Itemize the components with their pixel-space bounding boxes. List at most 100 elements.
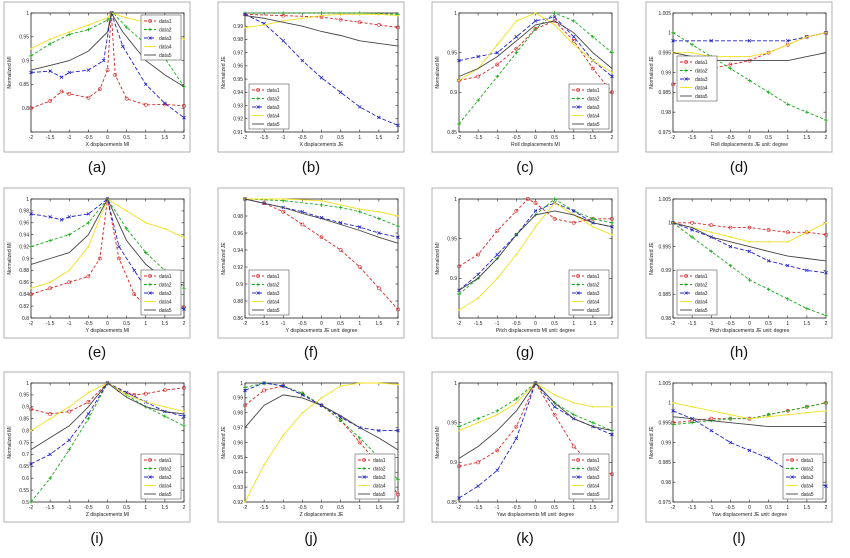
data-point	[476, 54, 480, 59]
x-tick-label: -1.5	[474, 321, 483, 327]
y-axis-label: Normalized JE	[221, 242, 227, 275]
x-tick-label: -1	[67, 135, 72, 141]
legend-label: data1	[587, 274, 600, 280]
x-axis-label: X displacements MI	[86, 142, 130, 148]
data-point	[496, 43, 499, 46]
x-tick-label: 0	[748, 135, 751, 141]
chart-panel: -2 -1.5 -1 -0.5 0 0.5 1 1.5 2 0.85 0.9 0.95 1 Roll di…	[431, 1, 619, 153]
legend-marker	[256, 274, 260, 278]
y-tick-label: 0.93	[233, 103, 243, 109]
legend-label: data4	[695, 299, 708, 305]
legend-marker	[148, 282, 152, 287]
data-point	[121, 44, 125, 49]
data-point	[457, 122, 461, 126]
legend-box	[140, 14, 182, 61]
x-tick-label: 1	[144, 135, 147, 141]
y-tick-label: 0.9	[22, 405, 29, 411]
data-point	[785, 42, 790, 47]
x-tick-label: -1.5	[474, 135, 483, 141]
y-tick-label: 0.98	[661, 316, 671, 322]
x-tick-label: -1.5	[688, 505, 697, 511]
legend-label: data4	[587, 113, 600, 119]
x-tick-label: 1.5	[161, 505, 168, 511]
data-point	[67, 438, 72, 442]
data-point	[320, 396, 323, 399]
legend-marker	[790, 458, 794, 462]
data-point	[86, 416, 91, 421]
x-tick-label: 0.5	[765, 135, 772, 141]
legend: data1 data2 data3 data4 data5	[140, 269, 182, 316]
data-point	[572, 401, 575, 404]
legend-label: data3	[159, 475, 172, 481]
data-point	[785, 263, 790, 268]
legend-marker	[148, 291, 152, 295]
chart-panel: -2 -1.5 -1 -0.5 0 0.5 1 1.5 2 0.86 0.88 0.9 0.92 0.94…	[217, 187, 405, 339]
x-axis-label: Yaw displacements MI unit: degree	[497, 512, 575, 518]
x-axis-label: Yaw displacement JE unit: degree	[712, 512, 787, 518]
legend-label: data1	[267, 274, 280, 280]
data-point	[495, 468, 500, 473]
y-tick-label: 0.98	[19, 209, 29, 215]
data-point	[377, 231, 381, 235]
data-point	[825, 409, 827, 412]
y-tick-label: 0.96	[233, 440, 243, 446]
data-point	[514, 46, 519, 51]
data-point	[48, 476, 52, 480]
y-tick-label: 0.55	[19, 488, 29, 494]
data-point	[338, 205, 343, 210]
legend: data1 data2 data3 data4 data5	[676, 269, 718, 316]
legend-label: data3	[159, 36, 172, 42]
data-point	[728, 244, 733, 249]
y-tick-label: 0.975	[658, 130, 671, 136]
chart-panel: -2 -1.5 -1 -0.5 0 0.5 1 1.5 2 0.975 0.98 0.985 0.99 0…	[645, 1, 833, 153]
legend-label: data2	[267, 96, 280, 102]
y-tick-label: 0.9	[22, 58, 29, 64]
data-point	[29, 244, 33, 249]
y-tick-label: 1	[26, 197, 29, 203]
legend-marker	[576, 475, 580, 479]
data-point	[591, 405, 594, 408]
legend-label: data5	[587, 308, 600, 314]
x-tick-label: -1	[495, 135, 500, 141]
x-tick-label: -2	[29, 135, 34, 141]
data-point	[86, 212, 91, 216]
x-axis-label: Roll displacements JE unit: degree	[711, 142, 788, 148]
y-tick-label: 0.9	[450, 460, 457, 466]
legend-label: data5	[587, 122, 600, 128]
data-point	[611, 71, 613, 74]
legend-label: data1	[373, 458, 386, 464]
series-line-data5	[458, 382, 613, 459]
y-tick-label: 0.9	[450, 276, 457, 282]
y-tick-label: 1	[668, 221, 671, 227]
data-point	[29, 462, 33, 466]
data-point	[125, 210, 128, 212]
data-point	[476, 252, 481, 257]
legend-label: data2	[159, 282, 172, 288]
legend-marker	[257, 300, 259, 303]
data-point	[67, 70, 72, 75]
data-point	[671, 408, 675, 413]
y-tick-label: 0.92	[19, 244, 29, 250]
data-point	[476, 416, 480, 421]
data-point	[457, 78, 461, 83]
y-tick-label: 0.95	[19, 35, 29, 41]
legend-marker	[148, 36, 152, 40]
panel-caption: (c)	[516, 159, 534, 176]
y-tick-label: 1	[26, 11, 29, 17]
data-point	[300, 393, 305, 397]
data-point	[610, 74, 614, 79]
data-point	[553, 24, 556, 26]
data-point	[48, 215, 52, 219]
legend-label: data4	[587, 483, 600, 489]
data-point	[457, 424, 461, 429]
data-point	[67, 92, 72, 96]
data-point	[339, 13, 342, 16]
x-tick-label: 2	[825, 321, 828, 327]
data-point	[101, 58, 106, 63]
data-point	[301, 17, 304, 20]
y-tick-label: 0.8	[22, 316, 29, 322]
y-tick-label: 0.98	[661, 110, 671, 116]
data-point	[338, 418, 343, 422]
panel-caption: (l)	[732, 530, 745, 547]
